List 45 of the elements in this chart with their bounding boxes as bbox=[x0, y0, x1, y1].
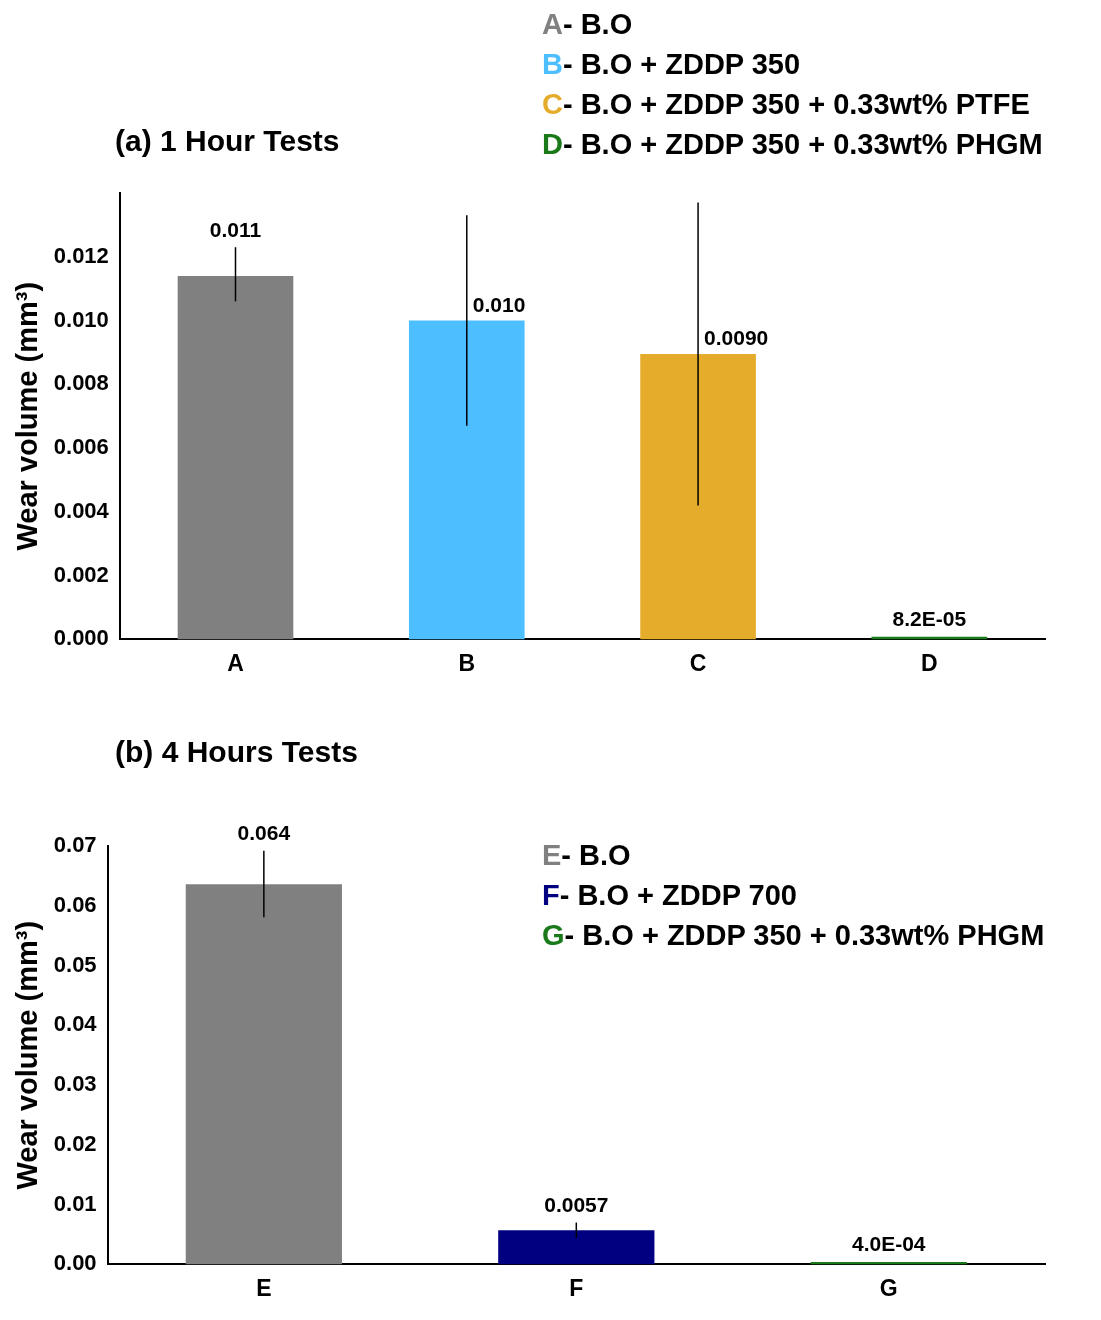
x-tick-label: E bbox=[256, 1274, 272, 1301]
bar bbox=[185, 884, 342, 1265]
x-tick-label: G bbox=[879, 1274, 898, 1301]
bar bbox=[640, 354, 756, 640]
y-tick-label: 0.008 bbox=[53, 370, 109, 396]
x-tick-label: D bbox=[921, 649, 938, 676]
y-tick-label: 0.006 bbox=[53, 434, 109, 460]
text: D- B.O + ZDDP 350 + 0.33wt% PHGM bbox=[542, 128, 1043, 160]
y-tick-label: 0.002 bbox=[53, 561, 109, 587]
annotation: F- B.O + ZDDP 700 bbox=[542, 879, 797, 911]
bar bbox=[498, 1230, 655, 1265]
y-tick-label: 0.05 bbox=[53, 951, 97, 977]
y-axis-title: Wear volume (mm³) bbox=[11, 281, 44, 551]
bar bbox=[177, 275, 294, 640]
text: B- B.O + ZDDP 350 bbox=[542, 48, 801, 80]
y-tick-label: 0.07 bbox=[53, 832, 97, 858]
bar bbox=[408, 320, 525, 640]
y-tick-label: 0.04 bbox=[53, 1011, 98, 1037]
y-axis-title: Wear volume (mm³) bbox=[11, 920, 44, 1190]
data-label: 0.0090 bbox=[704, 326, 769, 350]
data-label: 4.0E-04 bbox=[851, 1232, 926, 1256]
data-label: 0.010 bbox=[472, 292, 526, 316]
y-tick-label: 0.010 bbox=[53, 306, 109, 332]
annotation: E- B.O bbox=[542, 839, 631, 871]
y-tick-label: 0.000 bbox=[53, 625, 109, 651]
y-tick-label: 0.004 bbox=[53, 497, 110, 523]
y-tick-label: 0.01 bbox=[53, 1190, 97, 1216]
data-label: 8.2E-05 bbox=[892, 607, 967, 631]
y-tick-label: 0.02 bbox=[53, 1130, 97, 1156]
x-tick-label: C bbox=[689, 649, 707, 676]
text: C- B.O + ZDDP 350 + 0.33wt% PTFE bbox=[542, 88, 1030, 120]
chart-title: (a) 1 Hour Tests bbox=[115, 124, 340, 157]
annotation: G- B.O + ZDDP 350 + 0.33wt% PHGM bbox=[542, 919, 1045, 951]
chart-title: (b) 4 Hours Tests bbox=[115, 735, 358, 768]
x-tick-label: A bbox=[227, 649, 244, 676]
data-label: 0.0057 bbox=[544, 1192, 609, 1216]
y-tick-label: 0.06 bbox=[53, 891, 97, 917]
y-tick-label: 0.03 bbox=[53, 1071, 97, 1097]
y-tick-label: 0.00 bbox=[53, 1250, 97, 1276]
data-label: 0.064 bbox=[237, 821, 291, 845]
data-label: 0.011 bbox=[209, 217, 262, 241]
y-tick-label: 0.012 bbox=[53, 242, 109, 268]
x-tick-label: B bbox=[458, 649, 476, 676]
text: A- B.O bbox=[542, 8, 633, 40]
x-tick-label: F bbox=[569, 1274, 584, 1301]
